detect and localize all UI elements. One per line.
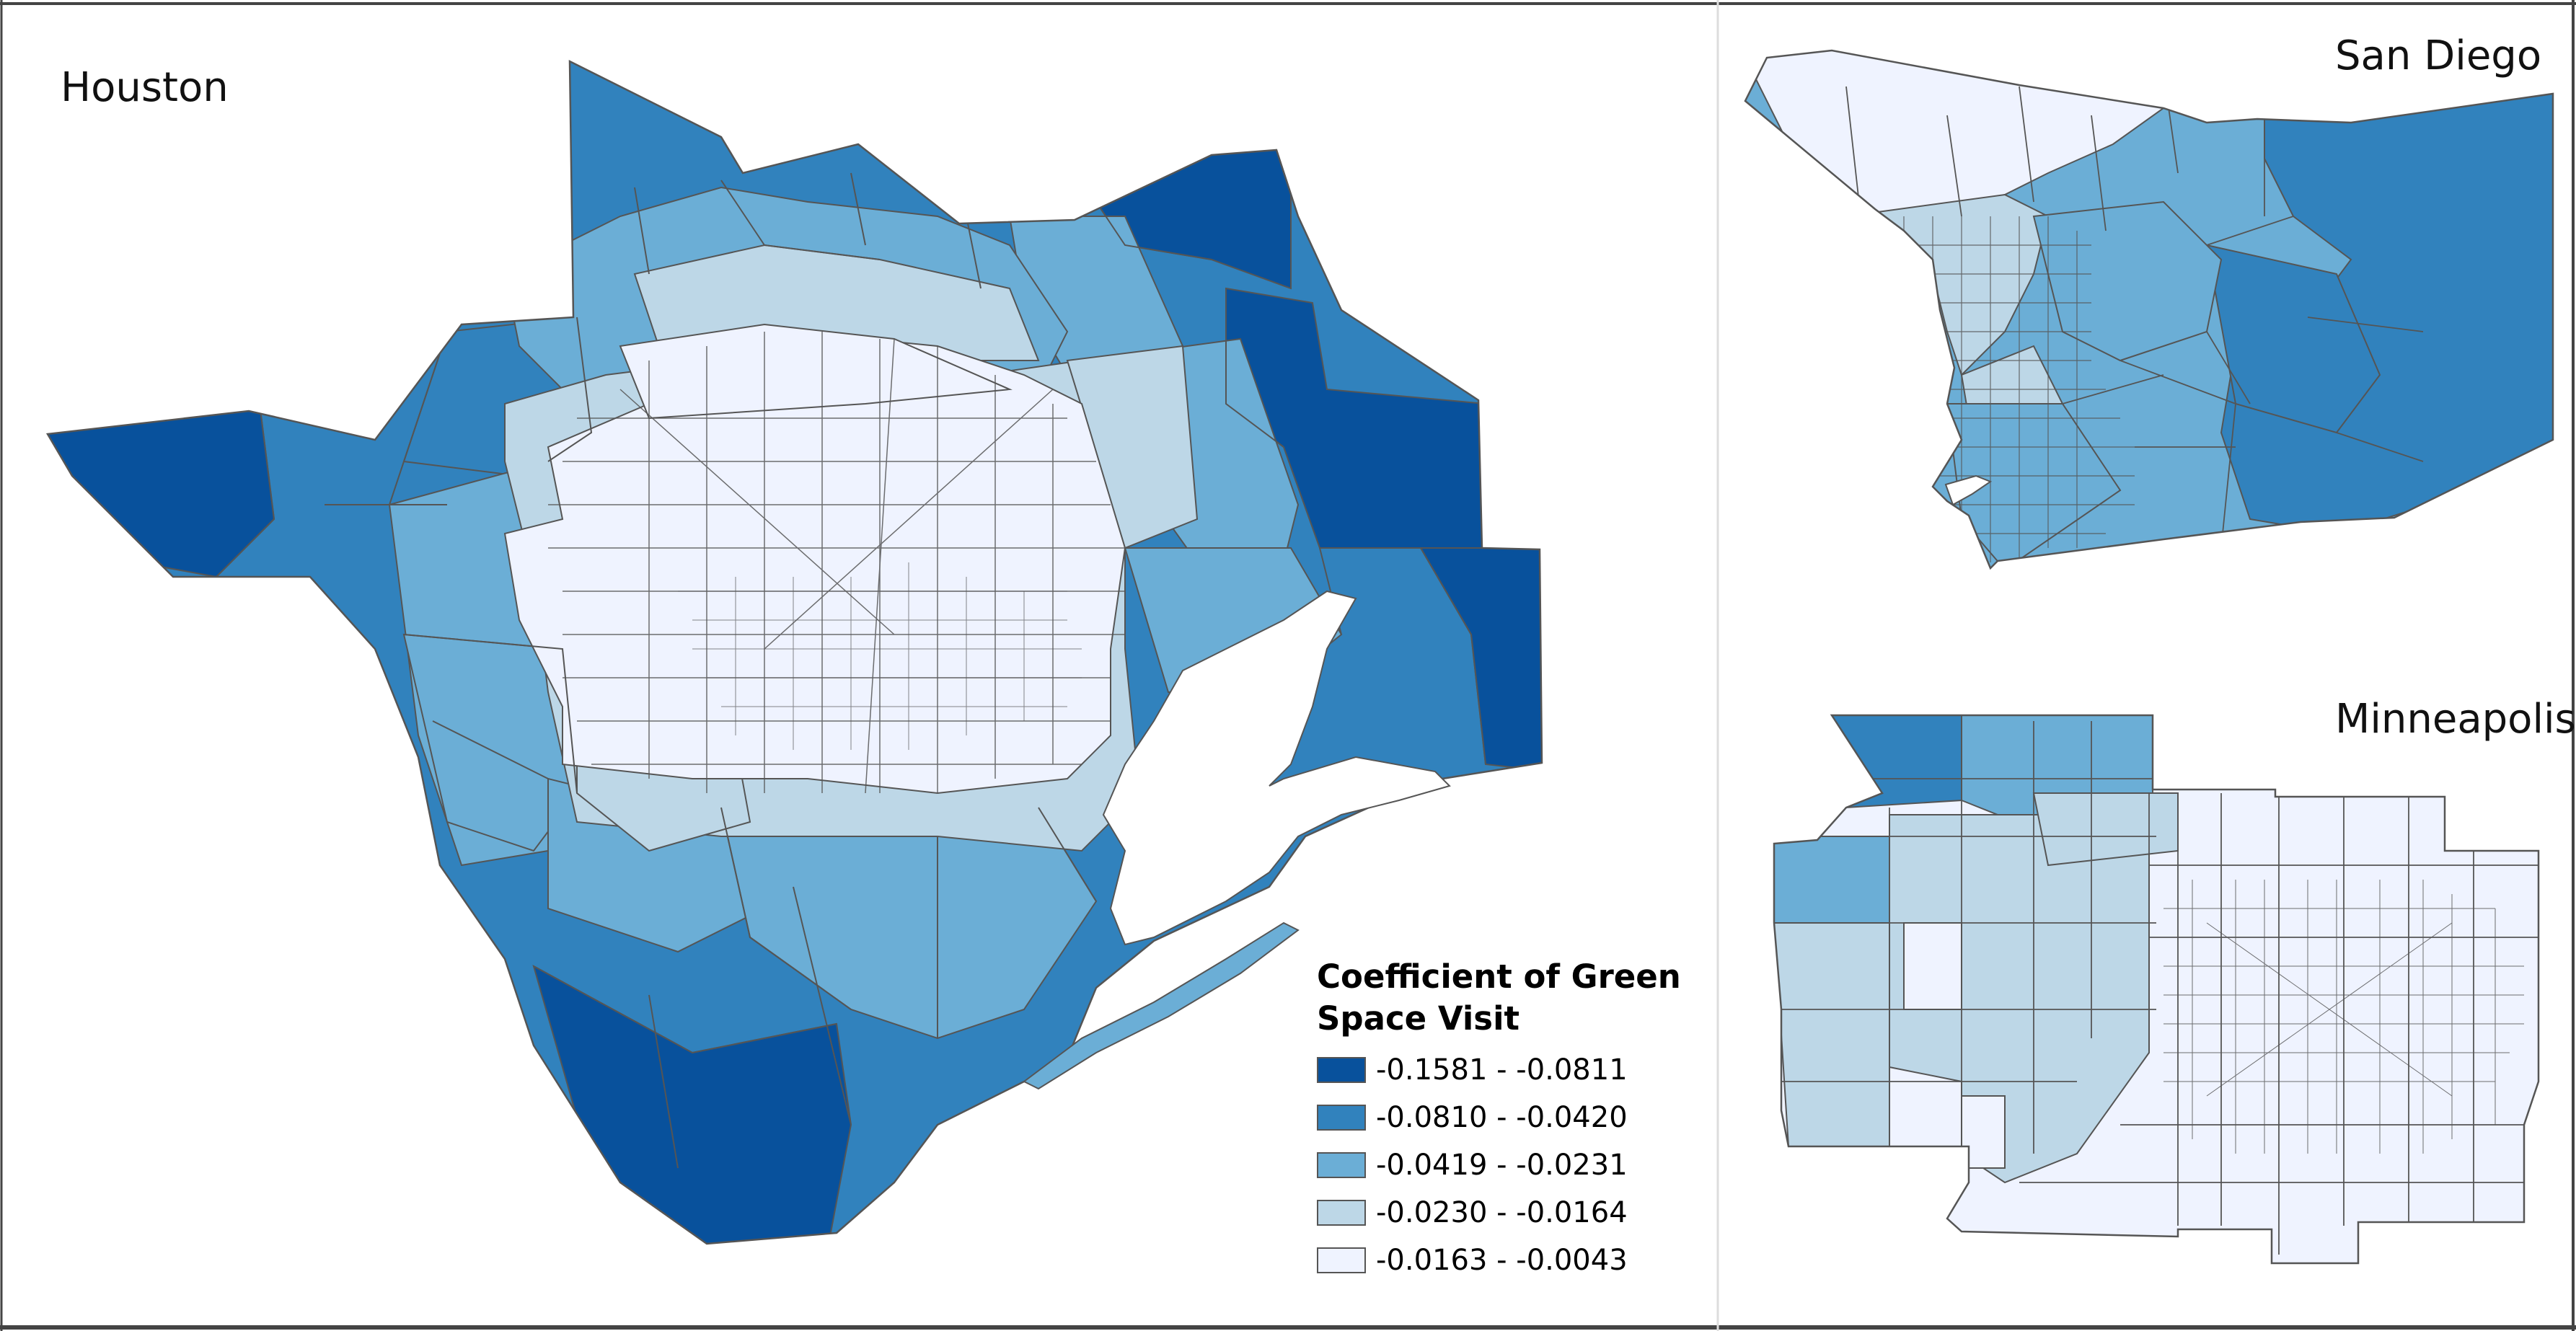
legend-label: -0.1581 - -0.0811 bbox=[1376, 1053, 1628, 1087]
minneapolis-map bbox=[1773, 714, 2540, 1265]
legend-label: -0.0230 - -0.0164 bbox=[1376, 1196, 1628, 1229]
legend-title-line2: Space Visit bbox=[1317, 999, 1520, 1038]
san-diego-title: San Diego bbox=[2335, 32, 2542, 79]
legend-item: -0.0810 - -0.0420 bbox=[1317, 1096, 1628, 1139]
legend-item: -0.0419 - -0.0231 bbox=[1317, 1144, 1628, 1187]
legend-swatch bbox=[1317, 1200, 1366, 1226]
legend-swatch bbox=[1317, 1105, 1366, 1131]
legend-label: -0.0419 - -0.0231 bbox=[1376, 1149, 1628, 1182]
san-diego-map bbox=[1744, 49, 2554, 570]
legend-title-line1: Coefficient of Green bbox=[1317, 958, 1681, 996]
legend-swatch bbox=[1317, 1152, 1366, 1178]
legend-item: -0.0163 - -0.0043 bbox=[1317, 1239, 1628, 1282]
legend: Coefficient of Green Space Visit -0.1581… bbox=[1317, 956, 1778, 1277]
legend-label: -0.0163 - -0.0043 bbox=[1376, 1244, 1628, 1277]
legend-item: -0.0230 - -0.0164 bbox=[1317, 1191, 1628, 1234]
legend-swatch bbox=[1317, 1247, 1366, 1273]
minneapolis-title: Minneapolis bbox=[2335, 696, 2576, 743]
legend-swatch bbox=[1317, 1057, 1366, 1083]
houston-title: Houston bbox=[61, 64, 229, 111]
legend-item: -0.1581 - -0.0811 bbox=[1317, 1048, 1628, 1092]
legend-label: -0.0810 - -0.0420 bbox=[1376, 1101, 1628, 1134]
